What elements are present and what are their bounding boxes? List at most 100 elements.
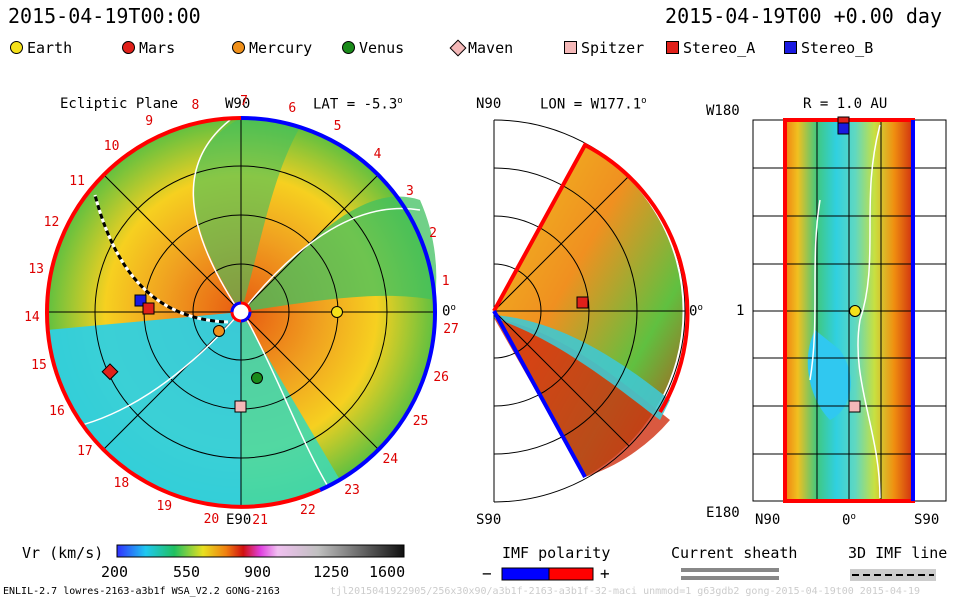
legend-item-earth: Earth (10, 38, 72, 58)
sector-number-24: 24 (382, 452, 399, 468)
legend-item-maven: Maven (449, 38, 514, 58)
imf-line-black (93, 194, 229, 324)
sector-number-8: 8 (191, 98, 200, 114)
legend-item-stereo-b: Stereo_B (784, 38, 873, 58)
venus-marker (251, 372, 263, 384)
radial-panel (752, 116, 947, 503)
current-sheath-swatch (681, 568, 779, 572)
imf-line-label: 3D IMF line (848, 544, 948, 562)
colorbar-tick-1: 550 (173, 563, 201, 581)
sector-number-6: 6 (288, 101, 297, 117)
ecliptic-lat-label: LAT = -5.3o (313, 96, 403, 113)
sector-number-27: 27 (443, 322, 459, 338)
stereo-a-meridional (576, 296, 589, 309)
legend-item-stereo-a: Stereo_A (666, 38, 755, 58)
sector-number-10: 10 (103, 139, 120, 155)
spitzer-radial (848, 400, 861, 413)
legend-label: Spitzer (581, 39, 645, 57)
meridional-0-label: 0o (689, 303, 703, 320)
sector-number-7: 7 (240, 94, 248, 110)
legend-item-mercury: Mercury (232, 38, 312, 58)
legend-item-venus: Venus (342, 38, 404, 58)
legend-label: Stereo_A (683, 39, 756, 57)
radial-e180-label: E180 (706, 505, 740, 521)
sector-number-3: 3 (406, 183, 414, 199)
sector-number-25: 25 (412, 414, 429, 430)
mercury-marker (213, 325, 225, 337)
radial-0-label: 0o (842, 512, 856, 529)
legend-marker (564, 41, 577, 54)
legend-label: Venus (359, 39, 405, 57)
sector-number-23: 23 (344, 482, 360, 498)
legend-marker (232, 41, 245, 54)
sector-number-14: 14 (24, 310, 40, 326)
legend-item-spitzer: Spitzer (564, 38, 644, 58)
rim-negative (240, 116, 438, 492)
sector-number-17: 17 (77, 443, 93, 459)
mars-marker (107, 368, 113, 374)
legend-label: Mars (139, 39, 176, 57)
sector-number-5: 5 (333, 119, 342, 135)
legend-marker (342, 41, 355, 54)
legend-marker (122, 41, 135, 54)
sector-number-22: 22 (300, 503, 316, 519)
radial-w180-label: W180 (706, 103, 740, 119)
footer-run-info: tjl2015041922905/256x30x90/a3b1f-2163-a3… (330, 586, 921, 597)
imf-polarity-label: IMF polarity (502, 544, 611, 562)
sector-number-26: 26 (433, 370, 449, 386)
ecliptic-e90-label: E90 (226, 512, 252, 528)
imf-plus: + (600, 564, 610, 583)
ecliptic-plane-panel (44, 116, 438, 509)
radial-title: R = 1.0 AU (803, 96, 888, 112)
meridional-n90-label: N90 (476, 96, 502, 112)
sector-number-13: 13 (28, 261, 44, 277)
ecliptic-0-label: 0o (442, 303, 456, 320)
radial-s90-label: S90 (914, 512, 940, 528)
ecliptic-title: Ecliptic Plane (60, 96, 179, 112)
imf-pos-swatch (548, 567, 594, 581)
sector-number-9: 9 (145, 113, 154, 129)
legend-marker (784, 41, 797, 54)
sector-number-16: 16 (49, 403, 65, 419)
colorbar-label: Vr (km/s) (22, 544, 104, 562)
legend-marker (666, 41, 679, 54)
meridional-plane-panel (492, 119, 690, 503)
stereo-a-marker (142, 302, 155, 315)
meridional-s90-label: S90 (476, 512, 502, 528)
legend-label: Maven (468, 39, 514, 57)
stereo-b-marker (134, 294, 147, 307)
vr-colorbar (116, 544, 405, 558)
sector-number-15: 15 (31, 358, 47, 374)
colorbar-tick-0: 200 (101, 563, 129, 581)
colorbar-tick-4: 1600 (369, 563, 406, 581)
sector-number-18: 18 (113, 476, 130, 492)
sector-number-21: 21 (252, 513, 268, 529)
radial-n90-label: N90 (755, 512, 781, 528)
legend-label: Stereo_B (801, 39, 874, 57)
legend-marker (10, 41, 23, 54)
current-sheath-label: Current sheath (671, 544, 798, 562)
sector-number-11: 11 (69, 173, 85, 189)
imf-minus: − (482, 564, 492, 583)
legend-item-mars: Mars (122, 38, 175, 58)
meridional-lon-label: LON = W177.1o (540, 96, 647, 113)
imf-line-swatch (850, 569, 936, 581)
sector-number-20: 20 (203, 511, 220, 527)
legend-label: Earth (27, 39, 73, 57)
sector-number-19: 19 (156, 499, 173, 515)
imf-neg-swatch (501, 567, 550, 581)
ecliptic-w90-label: W90 (225, 96, 251, 112)
datetime-title: 2015-04-19T00:00 (8, 4, 201, 28)
footer-model-info: ENLIL-2.7 lowres-2163-a3b1f WSA_V2.2 GON… (3, 586, 280, 597)
model-time-title: 2015-04-19T00 +0.00 day (665, 4, 942, 28)
rim-positive (44, 116, 321, 509)
radial-1-label: 1 (736, 303, 745, 319)
sector-number-2: 2 (429, 226, 437, 242)
earth-marker (331, 306, 343, 318)
colorbar-tick-3: 1250 (313, 563, 350, 581)
colorbar-tick-2: 900 (244, 563, 272, 581)
earth-radial (849, 305, 861, 317)
sector-number-1: 1 (441, 273, 450, 289)
legend-label: Mercury (249, 39, 313, 57)
